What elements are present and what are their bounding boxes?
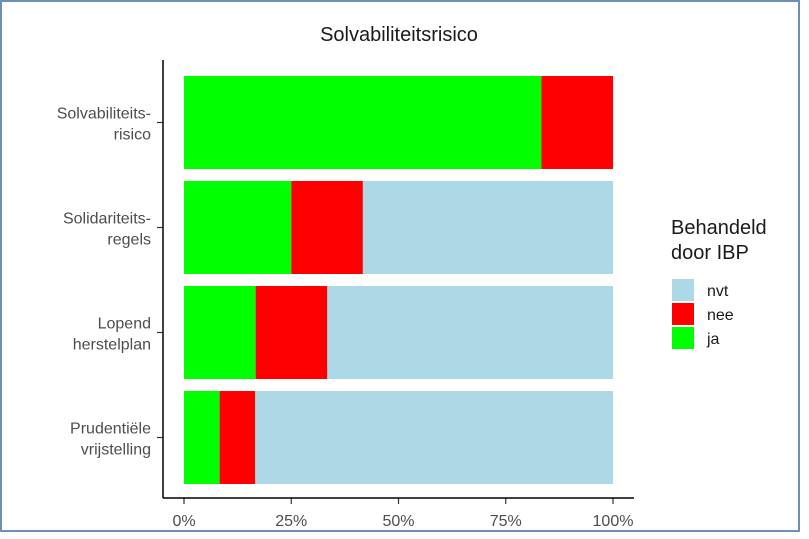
legend-title-line: Behandeld [671,217,767,239]
x-axis-ticks: 0% 25% 50% 75% 100% [172,498,633,530]
stacked-bar-chart: Solvabiliteitsrisico Solvabiliteits-risi… [57,24,767,530]
x-tick-label: 0% [172,513,195,530]
bar-segment-ja-0 [184,76,542,169]
legend-title-line: door IBP [671,242,749,264]
x-tick-label: 100% [593,513,634,530]
legend-key-ja [672,327,694,349]
bars [184,76,614,484]
bar-segment-nee-2 [255,286,328,379]
y-tick-label: Solidariteits-regels [63,211,151,249]
y-axis-ticks: Solvabiliteits-risico Solidariteits-regel… [57,106,163,459]
x-tick-label: 50% [382,513,414,530]
y-tick-label: Lopend herstelplan [73,316,151,354]
legend: Behandeld door IBP nvt nee ja [671,217,767,349]
bar-segment-nvt-2 [327,286,613,379]
y-tick-label-line: herstelplan [73,337,151,354]
y-tick-label-line: Solvabiliteits- [57,106,151,123]
legend-label-nee: nee [707,307,734,324]
bar-segment-nee-1 [291,181,363,274]
y-tick-label-line: risico [114,127,151,144]
chart-title: Solvabiliteitsrisico [320,24,478,46]
chart-frame: Solvabiliteitsrisico Solvabiliteits-risi… [0,0,800,532]
bar-segment-ja-2 [184,286,256,379]
y-tick-label-line: Solidariteits- [63,211,151,228]
legend-title: Behandeld door IBP [671,217,767,264]
bar-segment-ja-1 [184,181,292,274]
bar-segment-nee-0 [541,76,613,169]
legend-key-nvt [672,279,694,301]
y-tick-label: Solvabiliteits-risico [57,106,151,144]
bar-segment-ja-3 [184,391,220,484]
bar-segment-nee-3 [219,391,256,484]
y-tick-label-line: regels [107,232,151,249]
bar-segment-nvt-1 [362,181,613,274]
y-tick-label-line: Prudentiële [70,421,151,438]
y-tick-label: Prudentiële vrijstelling [70,421,151,459]
legend-label-nvt: nvt [707,283,729,300]
legend-label-ja: ja [706,331,720,348]
x-tick-label: 75% [490,513,522,530]
y-tick-label-line: vrijstelling [81,442,151,459]
bar-segment-nvt-3 [255,391,614,484]
legend-key-nee [672,303,694,325]
y-tick-label-line: Lopend [98,316,151,333]
x-tick-label: 25% [275,513,307,530]
